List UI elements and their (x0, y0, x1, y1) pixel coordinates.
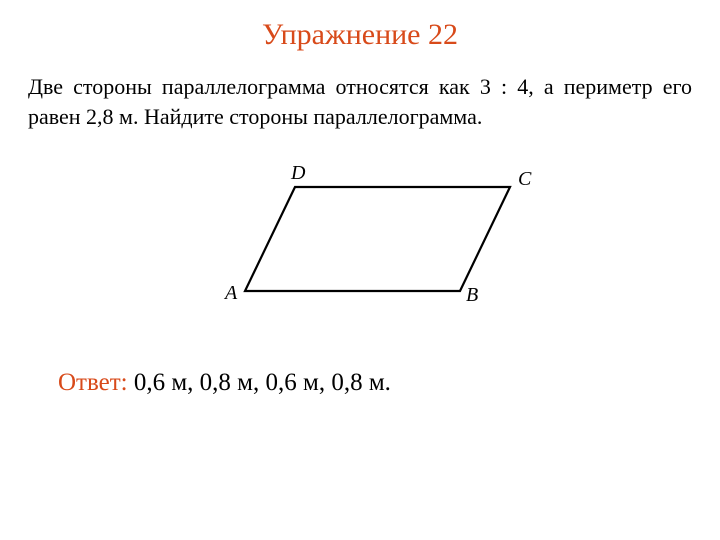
answer-label: Ответ: (58, 369, 128, 396)
problem-statement: Две стороны параллелограмма относятся ка… (0, 52, 720, 131)
vertex-label-b: B (466, 284, 478, 306)
vertex-label-c: C (518, 168, 532, 190)
answer-value: 0,6 м, 0,8 м, 0,6 м, 0,8 м. (134, 369, 391, 396)
parallelogram-shape (245, 187, 510, 291)
diagram-container: A B C D (0, 159, 720, 329)
answer-line: Ответ: 0,6 м, 0,8 м, 0,6 м, 0,8 м. (0, 369, 720, 397)
vertex-label-d: D (290, 162, 306, 184)
exercise-title: Упражнение 22 (0, 0, 720, 52)
problem-text-content: Две стороны параллелограмма относятся ка… (28, 74, 692, 129)
parallelogram-diagram: A B C D (180, 159, 540, 329)
vertex-label-a: A (223, 282, 238, 304)
title-text: Упражнение 22 (262, 18, 458, 51)
